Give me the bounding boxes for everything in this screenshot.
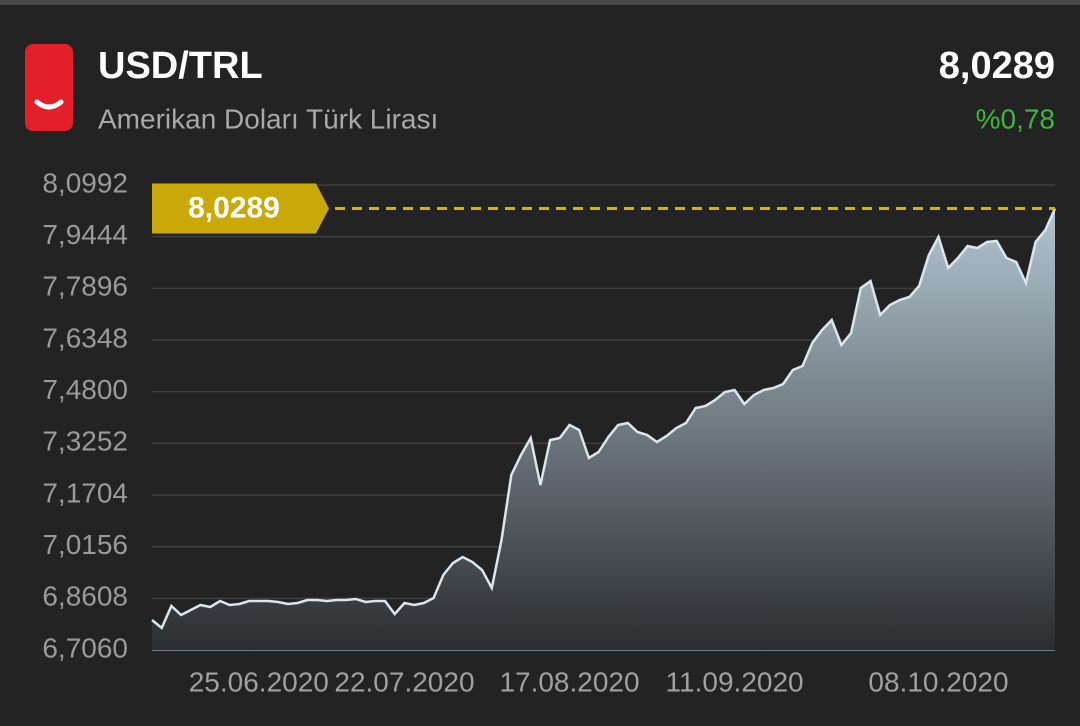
x-tick-label: 25.06.2020: [189, 666, 329, 697]
y-tick-label: 8,0992: [42, 167, 128, 198]
y-tick-label: 7,9444: [42, 219, 128, 250]
y-tick-label: 7,7896: [42, 271, 128, 302]
y-tick-label: 6,7060: [42, 632, 128, 663]
y-tick-label: 6,8608: [42, 581, 128, 612]
currency-icon: [25, 44, 73, 131]
price-line: [151, 207, 1057, 631]
y-tick-label: 7,3252: [42, 426, 128, 457]
symbol-name: Amerikan Doları Türk Lirası: [98, 103, 438, 134]
y-tick-label: 7,6348: [42, 322, 128, 353]
y-tick-label: 7,4800: [42, 374, 128, 405]
area-fill: [152, 208, 1055, 650]
x-tick-label: 22.07.2020: [334, 666, 474, 697]
current-price-tag: [152, 183, 329, 234]
symbol: USD/TRL: [98, 45, 263, 87]
x-tick-label: 11.09.2020: [666, 666, 804, 697]
x-tick-label: 08.10.2020: [868, 666, 1008, 697]
y-tick-label: 7,1704: [42, 477, 128, 508]
y-tick-label: 7,0156: [42, 529, 128, 560]
top-strip: [0, 0, 1080, 5]
x-tick-label: 17.08.2020: [499, 666, 639, 697]
change: %0,78: [976, 103, 1055, 134]
icon-chevron: [34, 99, 64, 110]
price: 8,0289: [939, 45, 1055, 87]
current-price-label: 8,0289: [188, 191, 280, 224]
